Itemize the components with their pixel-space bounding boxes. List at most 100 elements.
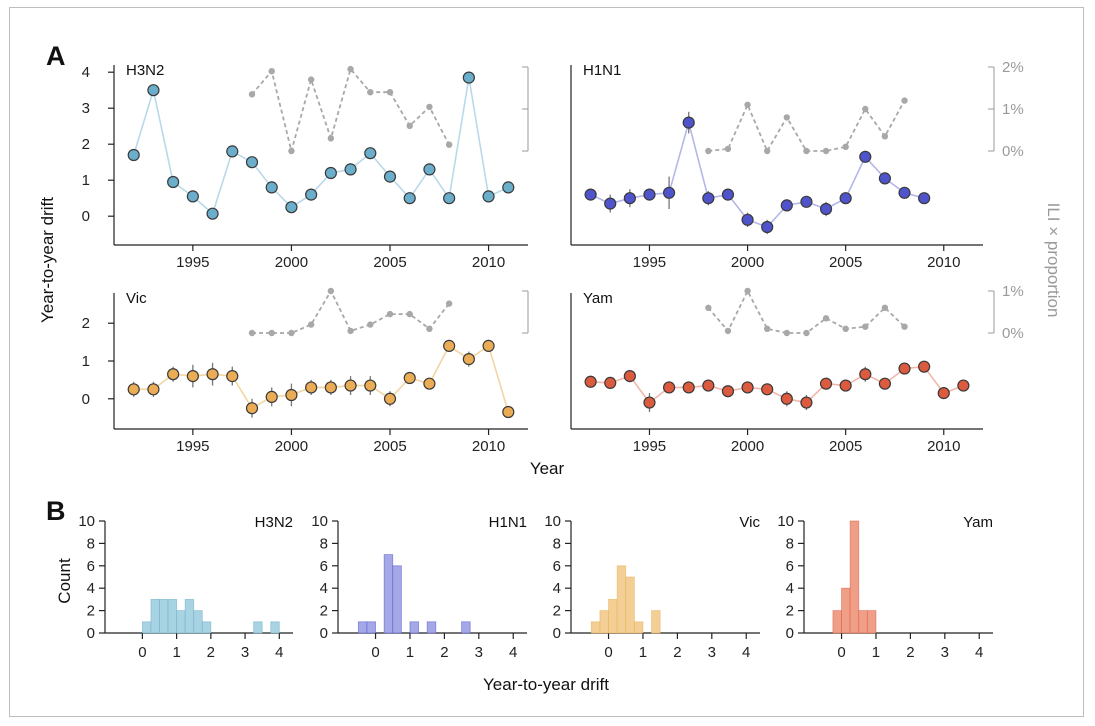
drift-point (662, 381, 676, 394)
drift-point (937, 387, 950, 400)
histogram-bar (832, 610, 842, 634)
ili-point (367, 321, 374, 328)
drift-point (643, 396, 656, 409)
x-tick-label: 2010 (472, 438, 505, 455)
ili-point (842, 143, 849, 150)
x-tick-label: 2000 (731, 438, 764, 455)
y-tick-label: 4 (320, 580, 328, 597)
y-tick-label: 6 (320, 558, 328, 575)
histogram-bar (366, 621, 376, 634)
ili-point (268, 329, 275, 337)
x-tick-label: 1995 (633, 438, 666, 455)
histogram-bar (409, 621, 419, 634)
drift-point (324, 381, 337, 394)
y-tick-label: 1 (82, 353, 90, 370)
ili-point (347, 327, 354, 335)
histogram-bar (176, 610, 186, 634)
x-tick-label: 1 (639, 644, 647, 661)
drift-point (584, 375, 597, 388)
x-tick-label: 2000 (731, 254, 764, 271)
y-tick-label: 8 (786, 535, 794, 552)
drift-point (403, 192, 416, 205)
drift-point (167, 175, 180, 189)
panel-title-h3n2: H3N2 (126, 62, 164, 79)
line-panel-vic: 1995 2000 2005 2010 0 1 2 Vic (82, 287, 529, 455)
drift-point (839, 192, 852, 205)
drift-point (780, 199, 793, 212)
drift-point (383, 170, 397, 183)
x-tick-label: 0 (837, 644, 845, 661)
histogram-bar (270, 621, 280, 634)
drift-point (423, 377, 436, 390)
histogram-bar (184, 599, 195, 634)
panel-b-ylabel: Count (55, 558, 74, 604)
histogram-title-h1n1: H1N1 (489, 514, 527, 531)
ili-tick-label: 1% (1002, 101, 1024, 118)
x-tick-label: 2 (906, 644, 914, 661)
histogram-bar (590, 621, 601, 634)
histogram-bar (625, 576, 635, 634)
drift-point (344, 379, 357, 392)
drift-point (702, 379, 715, 392)
y-tick-label: 3 (82, 100, 90, 117)
histogram-bar (253, 621, 263, 634)
drift-point (918, 192, 931, 205)
x-tick-label: 1 (406, 644, 414, 661)
x-tick-label: 2010 (472, 254, 505, 271)
y-tick-label: 4 (82, 64, 90, 81)
drift-point (819, 202, 833, 216)
ili-point (822, 315, 830, 322)
y-tick-label: 8 (87, 535, 95, 552)
drift-point (878, 377, 892, 390)
drift-point (285, 388, 298, 402)
drift-point (245, 402, 259, 415)
y-tick-label: 6 (553, 558, 561, 575)
ili-point (803, 147, 810, 155)
drift-point (741, 381, 754, 394)
drift-point (662, 186, 676, 199)
y-tick-label: 6 (786, 558, 794, 575)
ili-point (763, 325, 771, 332)
ili-point (288, 329, 295, 337)
drift-point (800, 396, 813, 409)
ili-point (268, 68, 275, 75)
drift-point (604, 376, 617, 390)
drift-point (502, 405, 515, 419)
y-tick-label: 4 (553, 580, 561, 597)
histogram-bar (599, 610, 609, 634)
y-tick-label: 10 (78, 513, 95, 530)
y-tick-label: 0 (82, 391, 90, 408)
x-tick-label: 2 (440, 644, 448, 661)
drift-point (761, 383, 774, 396)
histogram-h3n2: 0 2 4 6 8 10 0 1 2 3 4 H3N2 (78, 513, 293, 661)
y-tick-label: 0 (553, 625, 561, 642)
ili-point (724, 327, 732, 335)
x-tick-label: 1 (172, 644, 180, 661)
drift-point (305, 188, 318, 201)
histogram-bar (201, 621, 212, 634)
y-tick-label: 10 (544, 513, 561, 530)
drift-point (721, 188, 735, 201)
drift-point (127, 383, 140, 396)
panel-title-yam: Yam (583, 290, 613, 307)
drift-point (186, 370, 199, 383)
histogram-bar (357, 621, 368, 634)
ili-point (803, 329, 810, 337)
histogram-bar (150, 599, 160, 634)
histogram-bar (651, 610, 661, 634)
drift-point (383, 392, 397, 405)
ili-point (367, 89, 374, 96)
histogram-bar (608, 599, 618, 634)
ili-point (426, 325, 433, 332)
ili-tick-label: 0% (1002, 143, 1024, 160)
drift-point (167, 368, 180, 381)
histogram-h1n1: 0 2 4 6 8 10 0 1 2 3 4 H1N1 (311, 513, 527, 661)
drift-point (305, 381, 318, 394)
histogram-title-yam: Yam (963, 514, 993, 531)
drift-point (898, 362, 911, 375)
panel-title-h1n1: H1N1 (583, 62, 621, 79)
line-panel-yam: 1995 2000 2005 2010 Yam 0% 1% (570, 283, 1024, 455)
drift-point (604, 197, 617, 210)
y-tick-label: 1 (82, 172, 90, 189)
